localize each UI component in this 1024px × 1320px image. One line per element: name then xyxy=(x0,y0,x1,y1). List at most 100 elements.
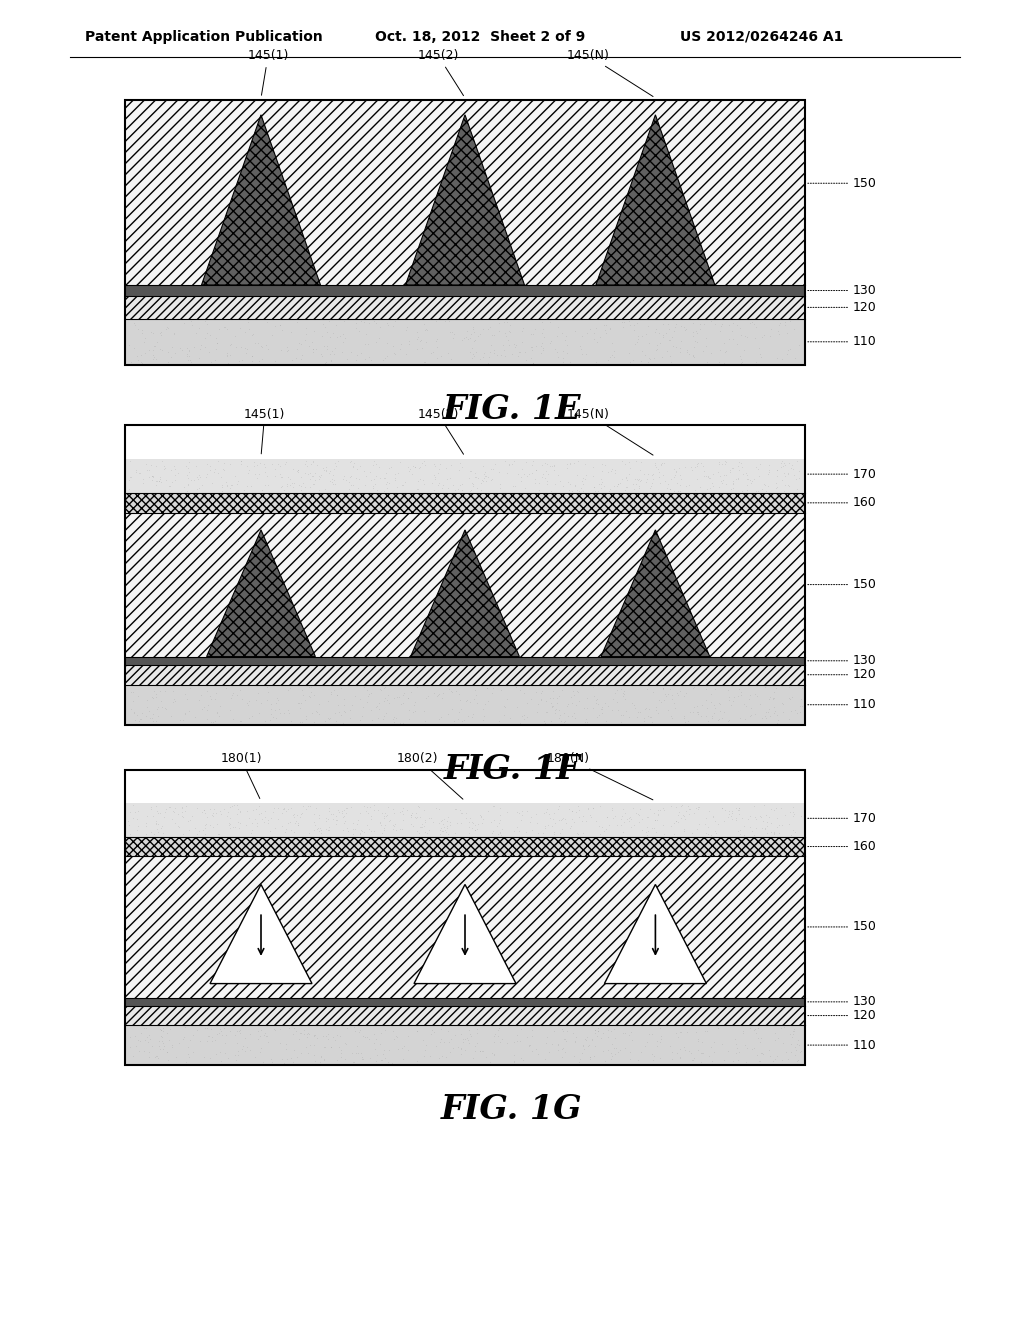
Point xyxy=(131,1030,147,1051)
Point xyxy=(695,461,712,482)
Point xyxy=(559,1020,575,1041)
Point xyxy=(753,347,769,368)
Point xyxy=(751,1051,767,1072)
Point xyxy=(444,1038,461,1059)
Point xyxy=(316,710,333,731)
Point xyxy=(431,799,447,820)
Point xyxy=(559,334,575,355)
Point xyxy=(748,480,764,502)
Point xyxy=(684,1049,700,1071)
Point xyxy=(377,814,393,836)
Point xyxy=(378,463,394,484)
Point xyxy=(633,351,649,372)
Point xyxy=(600,461,616,482)
Point xyxy=(386,706,402,727)
Point xyxy=(379,471,395,492)
Point xyxy=(580,698,596,719)
Point xyxy=(219,475,236,496)
Point xyxy=(386,814,402,836)
Point xyxy=(554,818,570,840)
Point xyxy=(705,805,721,826)
Point xyxy=(630,804,646,825)
Point xyxy=(416,701,432,722)
Point xyxy=(664,688,680,709)
Point xyxy=(239,455,255,477)
Point xyxy=(230,1020,247,1041)
Point xyxy=(260,474,276,495)
Point xyxy=(188,1019,205,1040)
Point xyxy=(615,1022,632,1043)
Point xyxy=(281,813,297,834)
Point xyxy=(454,803,470,824)
Point xyxy=(518,821,535,842)
Point xyxy=(677,457,693,478)
Point xyxy=(335,807,351,828)
Point xyxy=(202,814,218,836)
Point xyxy=(154,450,170,471)
Point xyxy=(493,1031,509,1052)
Point xyxy=(347,1041,364,1063)
Point xyxy=(593,469,609,490)
Point xyxy=(208,338,224,359)
Point xyxy=(453,803,469,824)
Point xyxy=(130,318,146,339)
Point xyxy=(673,807,689,828)
Point xyxy=(568,680,585,701)
Point xyxy=(743,1038,760,1059)
Point xyxy=(781,339,798,360)
Point xyxy=(349,813,366,834)
Point xyxy=(166,801,182,822)
Point xyxy=(757,818,773,840)
Point xyxy=(290,459,306,480)
Point xyxy=(160,342,176,363)
Point xyxy=(666,824,682,845)
Point xyxy=(711,451,727,473)
Point xyxy=(390,462,407,483)
Point xyxy=(605,346,622,367)
Point xyxy=(394,713,411,734)
Point xyxy=(732,684,749,705)
Point xyxy=(656,453,673,474)
Point xyxy=(627,334,643,355)
Point xyxy=(429,685,445,706)
Point xyxy=(308,797,325,818)
Point xyxy=(143,799,160,820)
Point xyxy=(453,1038,469,1059)
Point xyxy=(343,451,359,473)
Point xyxy=(586,466,602,487)
Point xyxy=(416,450,432,471)
Point xyxy=(439,817,456,838)
Point xyxy=(708,820,724,841)
Point xyxy=(153,322,169,343)
Point xyxy=(142,321,159,342)
Point xyxy=(676,708,692,729)
Point xyxy=(417,809,433,830)
Point xyxy=(251,463,267,484)
Point xyxy=(541,1041,557,1063)
Point xyxy=(492,821,508,842)
Point xyxy=(196,800,212,821)
Point xyxy=(267,817,284,838)
Point xyxy=(670,685,686,706)
Point xyxy=(541,463,557,484)
Point xyxy=(695,313,712,334)
Point xyxy=(330,450,346,471)
Point xyxy=(317,459,334,480)
Point xyxy=(615,799,632,820)
Point xyxy=(642,706,658,727)
Point xyxy=(781,310,798,331)
Point xyxy=(303,331,319,352)
Point xyxy=(476,461,493,482)
Point xyxy=(127,710,143,731)
Point xyxy=(453,800,469,821)
Point xyxy=(249,454,265,475)
Point xyxy=(698,351,715,372)
Point xyxy=(225,709,242,730)
Point xyxy=(182,350,199,371)
Point xyxy=(592,796,608,817)
Point xyxy=(386,342,402,363)
Point xyxy=(248,799,264,820)
Point xyxy=(223,474,240,495)
Point xyxy=(738,469,755,490)
Point xyxy=(203,352,219,374)
